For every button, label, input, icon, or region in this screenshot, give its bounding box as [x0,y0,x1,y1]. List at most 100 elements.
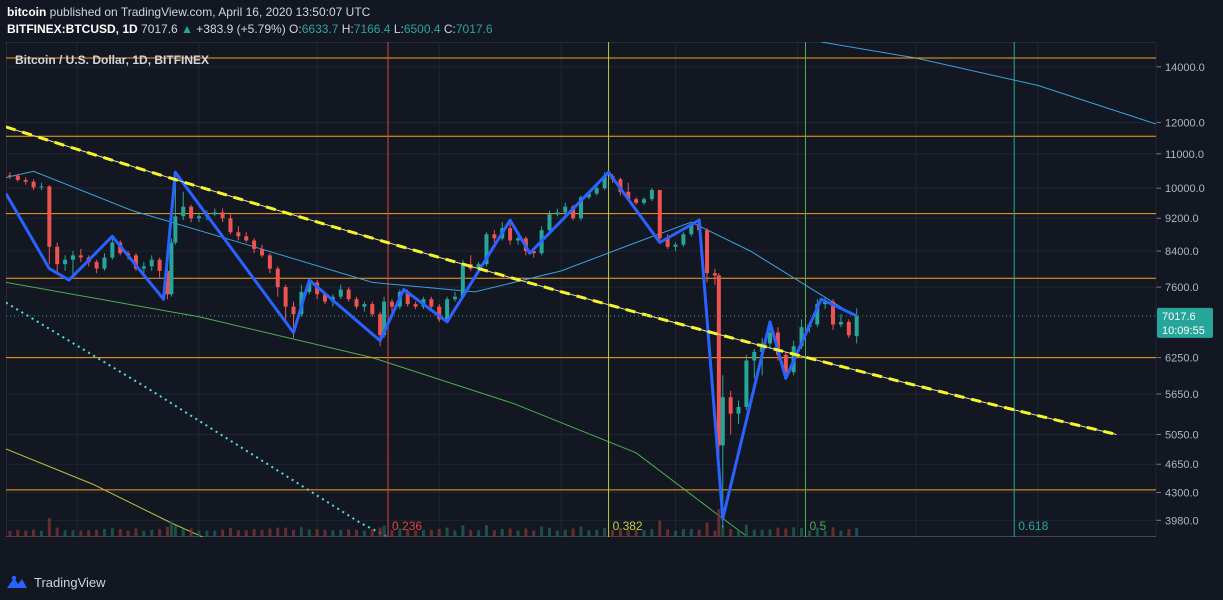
chart-area[interactable]: 14000.0 12000.0 11000.0 10000.0 9200.0 8400.0… [6,42,1223,537]
candle-body [484,234,489,265]
volume-bar [587,530,591,537]
volume-bar [142,530,146,537]
candle-body [626,191,631,200]
candle-body [783,354,788,373]
candle-body [642,199,647,203]
volume-bar [315,528,319,537]
volume-bar [855,527,859,537]
volume-bar [150,529,154,537]
volume-bar [39,530,43,537]
candle-body [275,268,280,288]
candle-body [228,218,233,233]
candle-body [23,179,28,182]
volume-bar [355,529,359,537]
volume-bar [540,526,544,537]
volume-bar [228,528,232,537]
volume-bar [500,528,504,537]
volume-bar [47,518,51,537]
candle-body [531,251,536,254]
y-tick-label: 4300.0 [1165,487,1199,499]
published-text: published on TradingView.com, April 16, … [49,5,371,19]
symbol-label: BITFINEX:BTCUSD, 1D [7,22,138,36]
candle-body [63,259,68,265]
candle-body [594,188,599,194]
candle-body [181,206,186,217]
footer: TradingView [6,571,106,593]
candle-body [149,259,154,267]
candle-body [94,261,99,269]
y-tick-label: 12000.0 [1165,117,1205,129]
candle-body [586,193,591,198]
candle-body [141,266,146,269]
volume-bar [268,528,272,537]
low-value: 6500.4 [403,22,441,36]
volume-bar [165,526,169,537]
moving-average-line [6,170,857,318]
candle-body [846,321,851,336]
plot-background [6,42,1157,537]
y-tick-label: 5050.0 [1165,429,1199,441]
price-chart[interactable]: 14000.0 12000.0 11000.0 10000.0 9200.0 8400.0… [6,42,1223,537]
volume-bar [579,526,583,537]
volume-bar [331,530,335,537]
volume-bar [847,528,851,537]
low-label: L: [393,22,404,36]
pattern-zigzag [6,170,858,520]
volume-bar [823,530,827,537]
last-price: 7017.6 [141,22,178,36]
volume-bar [71,530,75,537]
candle-body [681,234,686,245]
candle-body [649,189,654,200]
candle-body [712,273,717,276]
volume-bar [421,529,425,537]
candle-body [15,175,20,180]
fib-time-label: 0.618 [1018,519,1048,533]
volume-bar [406,528,410,537]
publisher-name[interactable]: bitcoin [7,5,47,19]
candle-body [728,397,733,414]
candle-body [571,206,576,219]
volume-bar [284,527,288,537]
candle-body [831,301,836,325]
volume-bar [666,529,670,537]
candle-body [760,343,765,352]
tradingview-brand[interactable]: TradingView [34,574,106,590]
candle-body [752,351,757,361]
volume-bar [563,529,567,537]
price-change: +383.9 (+5.79%) [196,22,286,36]
candle-body [547,214,552,231]
price-label-value: 7017.6 [1162,311,1196,323]
open-value: 6633.7 [301,22,339,36]
candle-body [492,234,497,239]
candle-body [437,306,442,320]
y-tick-label: 3980.0 [1165,515,1199,527]
tradingview-logo-icon[interactable] [6,574,28,590]
candle-body [579,197,583,219]
ohlc-line: BITFINEX:BTCUSD, 1D 7017.6 ▲ +383.9 (+5.… [7,21,767,38]
volume-bar [79,530,83,537]
y-tick-label: 10000.0 [1165,183,1205,195]
volume-bar [260,529,264,537]
volume-bar [760,529,764,537]
volume-bar [508,528,512,537]
candle-body [618,179,623,192]
candle-body [31,181,36,188]
candle-body [799,327,804,347]
volume-bar [815,527,819,537]
volume-bar [382,525,386,537]
volume-bar [437,528,441,537]
volume-bar [8,530,12,537]
volume-bar [776,527,780,537]
chart-title: Bitcoin / U.S. Dollar, 1D, BITFINEX [15,53,210,67]
volume-bar [205,530,209,537]
volume-bar [547,527,551,537]
candle-body [346,289,351,300]
volume-bar [24,530,28,537]
candle-body [259,248,264,256]
candle-body [133,255,138,269]
candle-body [823,301,828,305]
candle-body [838,321,843,325]
volume-bar [362,530,366,537]
volume-bar [555,530,559,537]
candle-body [169,242,174,295]
